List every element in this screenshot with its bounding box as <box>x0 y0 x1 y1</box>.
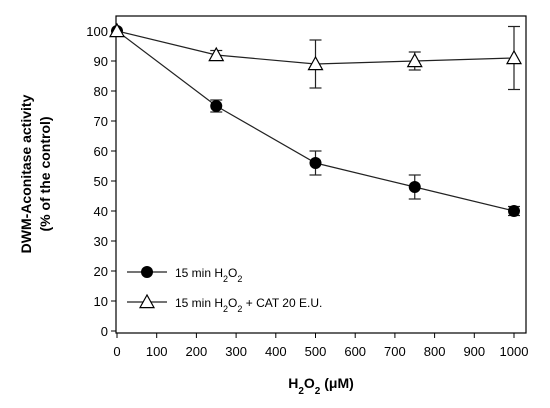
data-point <box>307 55 324 71</box>
y-tick-label: 40 <box>94 204 108 219</box>
axes <box>115 15 527 334</box>
y-axis-ticks: 0 10 20 30 40 50 60 70 80 90 100 <box>86 24 116 339</box>
y-tick-label: 10 <box>94 294 108 309</box>
data-point <box>508 205 520 217</box>
y-tick-label: 20 <box>94 264 108 279</box>
series-2 <box>108 22 523 91</box>
y-tick-label: 90 <box>94 54 108 69</box>
x-tick-label: 600 <box>344 344 366 359</box>
y-axis-title: DWM-Aconitase activity (% of the control) <box>18 94 53 253</box>
plot-frame <box>115 15 527 334</box>
data-point <box>309 157 322 169</box>
y-tick-label: 60 <box>94 144 108 159</box>
x-tick-label: 900 <box>463 344 485 359</box>
x-tick-label: 0 <box>113 344 120 359</box>
x-tick-label: 1000 <box>500 344 529 359</box>
y-tick-label: 30 <box>94 234 108 249</box>
x-tick-label: 400 <box>265 344 287 359</box>
x-axis-title: H2O2 (μM) <box>288 375 354 397</box>
y-tick-label: 0 <box>101 324 108 339</box>
data-point <box>505 49 523 65</box>
legend-marker <box>141 266 153 278</box>
data-point <box>406 52 423 68</box>
x-tick-label: 800 <box>424 344 446 359</box>
legend-label: 15 min H2O2 <box>175 266 242 284</box>
y-tick-label: 50 <box>94 174 108 189</box>
legend-marker <box>138 293 156 309</box>
y-tick-label: 80 <box>94 84 108 99</box>
data-point <box>208 46 225 62</box>
data-point <box>408 181 421 193</box>
x-tick-label: 300 <box>225 344 247 359</box>
x-tick-label: 500 <box>305 344 327 359</box>
x-tick-label: 100 <box>146 344 168 359</box>
y-tick-label: 100 <box>86 24 108 39</box>
data-point <box>108 22 126 38</box>
x-tick-label: 200 <box>186 344 208 359</box>
legend: 15 min H2O2 15 min H2O2 + CAT 20 E.U. <box>127 266 322 314</box>
data-point <box>210 100 223 112</box>
x-tick-label: 700 <box>384 344 406 359</box>
y-tick-label: 70 <box>94 114 108 129</box>
x-axis-ticks: 0 100 200 300 400 500 600 700 800 900 1000 <box>113 333 528 359</box>
data-series <box>108 22 523 217</box>
legend-label: 15 min H2O2 + CAT 20 E.U. <box>175 296 322 314</box>
